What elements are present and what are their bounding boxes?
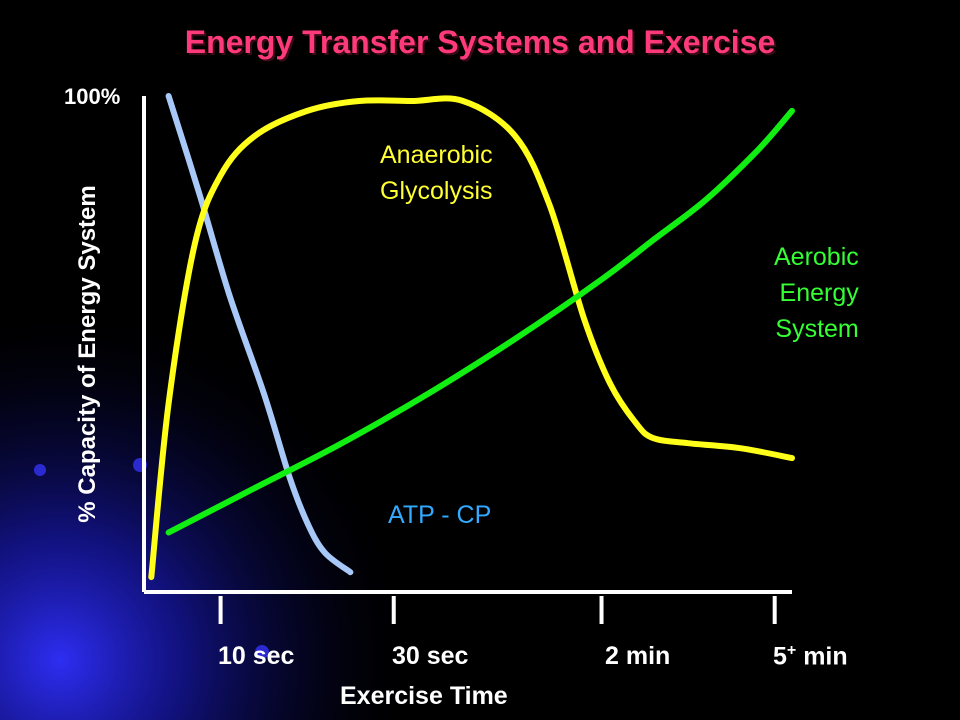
x-tick-label-text: 30 sec [392, 642, 469, 670]
series-label-line: ATP - CP [388, 501, 492, 529]
x-tick-label: 30 sec [392, 642, 468, 671]
series-label-aerobic-energy-system: Aerobic Energy System [774, 239, 859, 347]
x-tick-label-text: 5 [773, 642, 787, 671]
y-axis-title: % Capacity of Energy System [74, 185, 101, 523]
series-line-anaerobic-glycolysis [148, 95, 795, 581]
series-line-aerobic-energy-system [165, 107, 795, 536]
y-axis-max-label: 100% [64, 84, 121, 109]
series-label-atp-cp: ATP - CP [388, 497, 491, 533]
x-tick-label: 10 sec [218, 642, 294, 671]
series-line-atp-cp [165, 93, 354, 576]
x-tick-label: 2 min [605, 642, 670, 671]
x-tick-label-text: 10 sec [218, 642, 295, 670]
x-tick-label: 5+ min [773, 642, 848, 671]
x-axis-title: Exercise Time [340, 682, 508, 710]
decor-dot [255, 645, 269, 659]
chart-axes [142, 96, 792, 624]
series-label-line: Anaerobic [380, 141, 493, 169]
series-label-anaerobic-glycolysis: Anaerobic Glycolysis [380, 137, 493, 209]
x-tick-label-superscript: + [786, 642, 797, 659]
series-label-line: Aerobic [774, 243, 859, 271]
series-label-line: System [775, 315, 859, 343]
x-tick-label-text: 2 min [605, 642, 671, 670]
series-layer [148, 93, 795, 581]
decor-dot [34, 464, 46, 476]
slide-title: Energy Transfer Systems and Exercise [184, 24, 776, 60]
series-label-line: Energy [779, 279, 859, 307]
series-label-line: Glycolysis [380, 177, 493, 205]
x-tick-label-suffix: min [796, 642, 848, 671]
